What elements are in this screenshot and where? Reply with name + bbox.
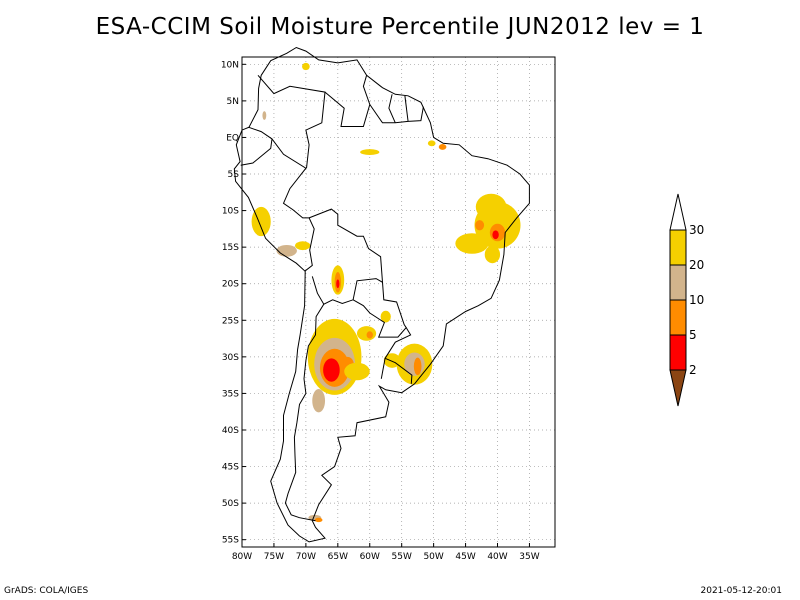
lon-tick-label: 80W <box>232 552 252 562</box>
country-border <box>324 75 371 127</box>
colorbar-label: 20 <box>689 258 704 272</box>
percentile-patch <box>380 310 391 323</box>
lat-tick-label: EQ <box>226 133 239 143</box>
lat-tick-label: 10S <box>222 207 239 217</box>
axis-ticks: 10N 5N EQ 5S 10S 15S 20S 25S 30S 35S 40S 45S 50S 55S 8… <box>221 60 540 562</box>
continent-coastline <box>233 46 530 543</box>
lon-tick-label: 75W <box>264 552 284 562</box>
percentile-patches <box>251 62 521 523</box>
percentile-patch <box>455 233 489 254</box>
grid-lines <box>241 57 555 547</box>
country-border <box>240 126 273 166</box>
percentile-patch <box>302 62 310 71</box>
percentile-patch <box>413 357 422 376</box>
colorbar: 30 20 10 5 2 <box>669 193 704 407</box>
lon-tick-label: 40W <box>487 552 507 562</box>
lon-tick-label: 45W <box>455 552 475 562</box>
percentile-patch <box>344 362 370 381</box>
colorbar-label: 10 <box>689 293 704 307</box>
percentile-patch <box>295 241 311 251</box>
lat-tick-label: 5N <box>227 97 239 107</box>
lon-tick-label: 50W <box>423 552 443 562</box>
lat-tick-label: 55S <box>222 536 239 546</box>
grads-credit: GrADS: COLA/IGES <box>4 586 89 596</box>
percentile-patch <box>314 517 323 523</box>
lat-tick-label: 40S <box>222 426 239 436</box>
country-border <box>352 282 407 338</box>
percentile-patch <box>366 331 373 339</box>
colorbar-label: 5 <box>689 328 697 342</box>
lat-tick-label: 10N <box>221 60 239 70</box>
lon-tick-label: 60W <box>360 552 380 562</box>
percentile-patch <box>475 220 485 231</box>
percentile-patch <box>438 144 447 150</box>
colorbar-bottom-arrow <box>669 369 687 407</box>
lat-tick-label: 15S <box>222 243 239 253</box>
map-frame <box>241 56 556 548</box>
lat-tick-label: 25S <box>222 316 239 326</box>
percentile-patch <box>312 389 326 413</box>
percentile-patch <box>492 230 499 240</box>
colorbar-label: 2 <box>689 363 697 377</box>
colorbar-segment-5-10 <box>669 299 687 336</box>
lat-tick-label: 30S <box>222 353 239 363</box>
country-border <box>271 138 315 272</box>
lon-tick-label: 35W <box>519 552 539 562</box>
lat-tick-label: 45S <box>222 463 239 473</box>
country-border <box>284 303 325 522</box>
percentile-patch <box>427 140 436 147</box>
country-border <box>369 104 424 124</box>
percentile-patch <box>484 245 501 264</box>
colorbar-top-arrow <box>669 193 687 231</box>
percentile-patch <box>356 326 377 341</box>
timestamp: 2021-05-12-20:01 <box>700 586 783 596</box>
lat-tick-label: 35S <box>222 389 239 399</box>
country-border <box>308 208 384 305</box>
colorbar-segment-2-5 <box>669 334 687 371</box>
percentile-patch <box>323 358 340 382</box>
lat-tick-label: 50S <box>222 499 239 509</box>
lat-tick-label: 5S <box>228 170 240 180</box>
lon-tick-label: 70W <box>296 552 316 562</box>
percentile-patch <box>251 206 271 237</box>
country-borders <box>233 46 530 543</box>
colorbar-label: 30 <box>689 223 704 237</box>
percentile-patch <box>262 111 267 120</box>
country-border <box>380 358 386 379</box>
percentile-patch <box>336 279 340 289</box>
lat-tick-label: 20S <box>222 280 239 290</box>
colorbar-segment-10-20 <box>669 264 687 301</box>
country-border <box>257 74 326 169</box>
lon-tick-label: 55W <box>392 552 412 562</box>
lon-tick-label: 65W <box>328 552 348 562</box>
percentile-patch <box>276 244 297 257</box>
percentile-patch <box>383 353 401 368</box>
colorbar-segment-20-30 <box>669 229 687 266</box>
percentile-patch <box>475 193 507 221</box>
percentile-patch <box>360 149 380 155</box>
country-border <box>388 94 396 124</box>
country-border <box>404 95 409 122</box>
map-title: ESA-CCIM Soil Moisture Percentile JUN201… <box>95 14 705 40</box>
